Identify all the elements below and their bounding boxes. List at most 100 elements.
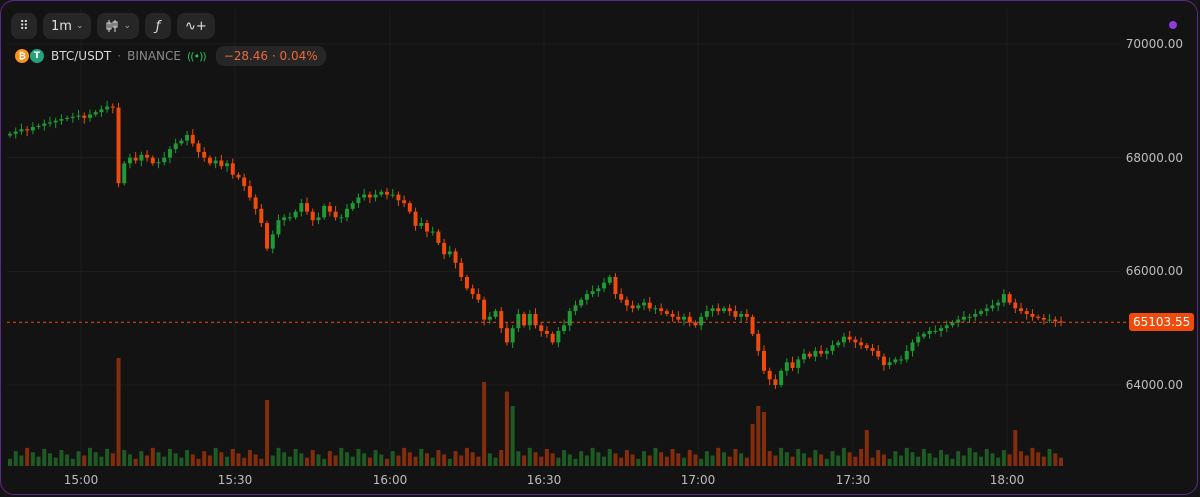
candle-body [202, 151, 207, 158]
candle-body [345, 208, 350, 218]
candle-body [127, 157, 132, 164]
candle-body [447, 251, 452, 255]
chevron-down-icon: ⌄ [123, 21, 132, 31]
chart-type-button[interactable]: ⌄ [97, 13, 140, 39]
volume-bar [927, 453, 932, 466]
candle-body [984, 308, 989, 312]
volume-bar [356, 448, 361, 466]
candle-body [853, 339, 858, 343]
volume-bar [607, 448, 612, 466]
candle-body [1036, 316, 1041, 318]
volume-bar [630, 454, 635, 466]
volume-bar [459, 455, 464, 466]
candle-body [407, 203, 412, 212]
candle-body [1001, 294, 1006, 303]
candle-body [544, 331, 549, 334]
candle-body [93, 112, 98, 115]
candle-body [316, 217, 321, 221]
candle-body [87, 114, 92, 118]
candle-body [487, 316, 492, 320]
volume-bar [1041, 456, 1046, 466]
grid-menu-button[interactable]: ⠿ [11, 13, 37, 39]
volume-bar [47, 453, 52, 466]
volume-bar [916, 456, 921, 466]
candle-body [430, 231, 435, 233]
candle-body [790, 362, 795, 368]
candle-body [25, 129, 30, 131]
candle-body [893, 359, 898, 363]
volume-bar [105, 448, 110, 466]
volume-bar [259, 458, 264, 466]
candle-body [533, 313, 538, 326]
volume-bar [145, 455, 150, 466]
candle-body [710, 308, 715, 312]
volume-bar [65, 454, 70, 466]
volume-bar [93, 452, 98, 466]
volume-bar [956, 451, 961, 466]
candle-body [265, 223, 270, 249]
volume-bar [596, 452, 601, 466]
volume-bar [396, 455, 401, 466]
volume-bar [664, 456, 669, 466]
candle-body [699, 316, 704, 326]
candle-body [876, 350, 881, 357]
volume-bar [179, 457, 184, 466]
volume-bar [533, 452, 538, 466]
candle-body [436, 231, 441, 243]
candle-body [721, 308, 726, 312]
candle-body [213, 160, 218, 164]
volume-bar [362, 453, 367, 466]
candle-body [939, 328, 944, 332]
candle-body [921, 333, 926, 337]
candle-body [744, 313, 749, 317]
volume-bar [562, 450, 567, 466]
candle-body [579, 299, 584, 306]
volume-bar [813, 450, 818, 466]
compare-button[interactable]: ∿+ [177, 13, 215, 39]
volume-bar [379, 454, 384, 466]
candle-body [573, 305, 578, 312]
volume-bar [116, 358, 121, 466]
volume-bar [944, 454, 949, 466]
volume-bar [384, 458, 389, 466]
candle-body [824, 350, 829, 354]
volume-bar [133, 458, 138, 466]
volume-bar [864, 430, 869, 466]
candle-body [516, 313, 521, 329]
candle-body [82, 115, 87, 118]
volume-bar [693, 454, 698, 466]
interval-button[interactable]: 1m ⌄ [43, 13, 92, 39]
indicators-button[interactable]: ƒ [145, 13, 172, 39]
volume-bar [876, 450, 881, 466]
volume-bar [247, 450, 252, 466]
candle-body [247, 186, 252, 198]
volume-bar [801, 453, 806, 466]
candle-body [761, 350, 766, 371]
candle-body [841, 336, 846, 343]
candle-body [950, 322, 955, 326]
volume-bar [30, 452, 35, 466]
time-tick-label: 16:30 [526, 473, 562, 487]
candle-body [556, 331, 561, 343]
candle-body [967, 316, 972, 318]
volume-bar [996, 457, 1001, 466]
candle-body [470, 288, 475, 295]
candle-body [670, 313, 675, 317]
candle-body [305, 203, 310, 212]
candle-body [522, 313, 527, 326]
volume-bar [122, 450, 127, 466]
volume-bar [1047, 448, 1052, 466]
candle-body [1059, 321, 1063, 323]
volume-bar [939, 450, 944, 466]
volume-bar [242, 457, 247, 466]
candle-body [704, 311, 709, 317]
volume-bar [979, 456, 984, 466]
volume-bar [430, 457, 435, 466]
symbol-pair[interactable]: BTC/USDT [51, 49, 112, 63]
volume-bar [779, 447, 784, 466]
candle-body [139, 154, 144, 161]
volume-bar [967, 447, 972, 466]
candle-body [624, 299, 629, 306]
candle-body [36, 125, 41, 127]
